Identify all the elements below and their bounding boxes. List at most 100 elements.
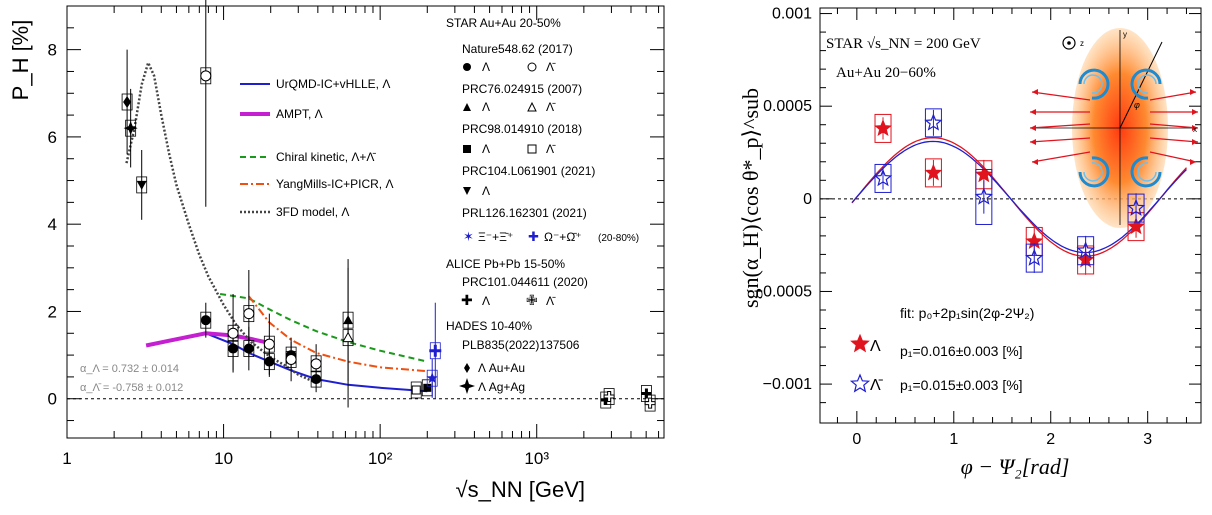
left-axis-ticks: 1 10 10² 10³ 0 2 4 6 8: [48, 5, 664, 468]
legend-text-3fd: 3FD model, Λ: [276, 205, 349, 219]
left-x-tick-label: 10: [214, 449, 233, 468]
left-y-tick-label: 2: [48, 302, 57, 321]
flow-arrowheads: [1030, 89, 1198, 165]
legend-entry-prc76-lambda: Λ: [482, 100, 490, 114]
legend-entry-prl126-xi: Ξ⁻+Ξ̄⁺: [478, 230, 513, 244]
left-y-tick-label: 0: [48, 390, 57, 409]
legend-marker-prl126-xi: ✶: [463, 229, 474, 244]
right-x-tick-label: 3: [1143, 431, 1152, 448]
marker-circle-open: [285, 353, 297, 365]
legend-marker-prc76-antilambda: [527, 101, 537, 112]
legend-marker-prl126-omega: ✚: [528, 229, 539, 244]
legend-text-ampt: AMPT, Λ: [276, 107, 323, 121]
inset-y-label: y: [1123, 30, 1127, 39]
marker-triangle-down: [136, 180, 147, 190]
right-x-tick-label: 1: [949, 431, 958, 448]
systematic-box: [426, 369, 438, 387]
legend-entry-prc101-lambda: Λ: [482, 294, 490, 308]
marker-star4: [123, 121, 138, 136]
right-axis-ticks: 0 1 2 3 −0.001 −0.0005 0 0.0005 0.001: [754, 6, 1201, 448]
left-y-axis-label: P_H [%]: [8, 20, 33, 101]
right-y-tick-label: 0.0005: [763, 98, 812, 115]
legend-ref-nature: Nature548.62 (2017): [462, 42, 573, 56]
legend-ref-alice: ALICE Pb+Pb 15-50%: [446, 257, 565, 271]
marker-circle-open: [243, 308, 255, 320]
right-chart: 0 1 2 3 −0.001 −0.0005 0 0.0005 0.001: [738, 6, 1202, 479]
left-y-tick-label: 6: [48, 128, 57, 147]
alpha-lambda-note: α_Λ = 0.732 ± 0.014: [80, 363, 179, 375]
legend-marker-hades-auau: [464, 363, 470, 373]
collision-inset: z y x φ: [1029, 28, 1199, 228]
alpha-antilambda-note: α_Λ̄ = -0.758 ± 0.012: [80, 382, 183, 394]
legend-entry-prc76-antilambda: Λ̄: [546, 100, 556, 114]
model-curve-3: [248, 295, 428, 373]
flow-arrows: [1029, 91, 1199, 163]
legend-entry-prl126-centrality: (20-80%): [598, 233, 639, 244]
legend-entry-prc98-antilambda: Λ̄: [546, 142, 556, 156]
marker-circle-open: [200, 70, 212, 82]
legend-entry-nature-lambda: Λ: [482, 60, 490, 74]
legend-symbol-antilambda: Λ̄: [870, 377, 884, 394]
legend-ref-prc104: PRC104.L061901 (2021): [462, 164, 595, 178]
legend-fit-antilambda: p₁=0.015±0.003 [%]: [900, 377, 1023, 393]
right-marker-star-open: [1025, 248, 1044, 266]
right-marker-star-filled: [974, 165, 993, 183]
inset-x-label: x: [1193, 125, 1197, 134]
right-systematic-box: [874, 163, 892, 193]
marker-cross-open: [603, 391, 615, 403]
alpha-notes: α_Λ = 0.732 ± 0.014 α_Λ̄ = -0.758 ± 0.01…: [80, 363, 183, 394]
fit-formula-label: fit: p₀+2p₁sin(2φ-2Ψ₂): [900, 305, 1034, 321]
marker-square-open: [411, 385, 421, 395]
right-marker-star-open: [974, 187, 993, 205]
left-data-legend: STAR Au+Au 20-50% Nature548.62 (2017) Λ …: [446, 16, 639, 394]
vortex-rings: [1078, 68, 1162, 188]
legend-ref-prl126: PRL126.162301 (2021): [462, 206, 587, 220]
right-systematic-box: [975, 168, 993, 225]
legend-text-chiral: Chiral kinetic, Λ+Λ̄: [276, 150, 376, 164]
legend-marker-prc104-lambda: [463, 187, 471, 195]
legend-marker-prc101-antilambda: ✙: [526, 292, 538, 308]
right-systematic-box: [924, 158, 942, 188]
legend-star-lambda: [850, 333, 870, 353]
legend-marker-nature-antilambda: [527, 62, 537, 72]
right-marker-star-open: [873, 168, 893, 187]
marker-circle-filled: [200, 315, 211, 326]
legend-header-star: STAR Au+Au 20-50%: [446, 16, 561, 30]
left-model-legend: UrQMD-IC+vHLLE, Λ AMPT, Λ Chiral kinetic…: [240, 77, 394, 219]
left-x-axis-label: √s_NN [GeV]: [456, 477, 585, 502]
model-curve-1: [145, 331, 270, 348]
z-axis-dot: [1067, 41, 1071, 45]
legend-ref-prc98: PRC98.014910 (2018): [462, 122, 582, 136]
right-x-axis-label: φ − Ψ₂[rad]: [961, 454, 1070, 479]
legend-ref-plb835: PLB835(2022)137506: [462, 338, 580, 352]
right-systematic-box: [1025, 243, 1043, 273]
left-y-tick-label: 8: [48, 41, 57, 60]
legend-marker-prc76-lambda: [463, 103, 471, 111]
model-curve-4: [125, 59, 319, 385]
left-y-tick-label: 4: [48, 215, 57, 234]
right-marker-star-filled: [874, 119, 892, 137]
systematic-box: [136, 176, 148, 194]
right-marker-star-open: [1126, 198, 1146, 216]
right-marker-star-filled: [924, 163, 943, 181]
right-x-tick-label: 2: [1046, 431, 1055, 448]
right-x-tick-label: 0: [852, 431, 861, 448]
marker-square-filled: [423, 383, 432, 392]
legend-entry-prc104-lambda: Λ: [482, 184, 490, 198]
left-x-tick-label: 1: [62, 449, 71, 468]
left-x-tick-label: 10³: [524, 449, 549, 468]
legend-entry-hades-auau: Λ Au+Au: [478, 361, 525, 375]
systematic-box: [342, 329, 354, 347]
right-systematic-box: [1077, 236, 1095, 266]
legend-fit-lambda: p₁=0.016±0.003 [%]: [900, 343, 1023, 359]
legend-marker-prc101-lambda: ✚: [461, 292, 473, 308]
right-header-system: Au+Au 20−60%: [836, 65, 936, 81]
right-systematic-box: [1127, 193, 1145, 223]
left-x-tick-label: 10²: [368, 449, 393, 468]
vortex-rings-inner: [1083, 74, 1157, 182]
marker-circle-open: [263, 338, 275, 350]
legend-text-urqmd: UrQMD-IC+vHLLE, Λ: [276, 77, 390, 91]
marker-cross-open: [644, 397, 656, 409]
left-chart: 1 10 10² 10³ 0 2 4 6 8 P_H [%] √s_NN [GeV] UrQMD…: [8, 0, 665, 502]
